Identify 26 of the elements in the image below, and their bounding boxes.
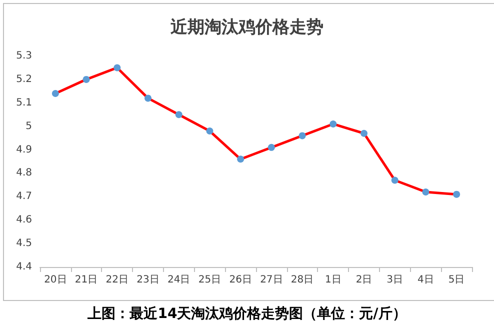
y-tick-label: 5.1 [16, 97, 32, 108]
x-tick-label: 25日 [198, 274, 222, 286]
x-tick-label: 21日 [74, 274, 98, 286]
x-tick-label: 3日 [386, 274, 404, 286]
y-tick-label: 4.4 [16, 262, 32, 272]
y-tick-label: 5.2 [16, 74, 32, 85]
y-tick-label: 4.5 [16, 238, 32, 250]
text: 上图：最近14天淘汰鸡价格走势图（单位：元/斤） [86, 305, 406, 322]
x-tick-label: 4日 [418, 274, 434, 286]
x-tick-label: 26日 [229, 274, 252, 286]
y-tick-label: 5 [26, 120, 32, 132]
x-tick-label: 1日 [324, 274, 342, 286]
x-tick-label: 22日 [106, 274, 129, 286]
y-tick-label: 5.3 [16, 50, 32, 62]
x-tick-label: 24日 [167, 274, 190, 286]
x-tick-label: 23日 [136, 274, 160, 286]
y-tick-label: 4.8 [16, 168, 32, 179]
chart-title: 近期淘汰鸡价格走势 [170, 18, 324, 38]
y-tick-label: 4.6 [16, 214, 32, 226]
x-tick-label: 5日 [448, 274, 465, 286]
x-tick-label: 20日 [44, 274, 67, 286]
y-tick-label: 4.7 [16, 191, 32, 202]
y-tick-label: 4.9 [16, 144, 32, 156]
x-tick-label: 28日 [290, 274, 314, 286]
x-tick-label: 27日 [260, 274, 283, 286]
x-tick-label: 2日 [356, 274, 372, 286]
